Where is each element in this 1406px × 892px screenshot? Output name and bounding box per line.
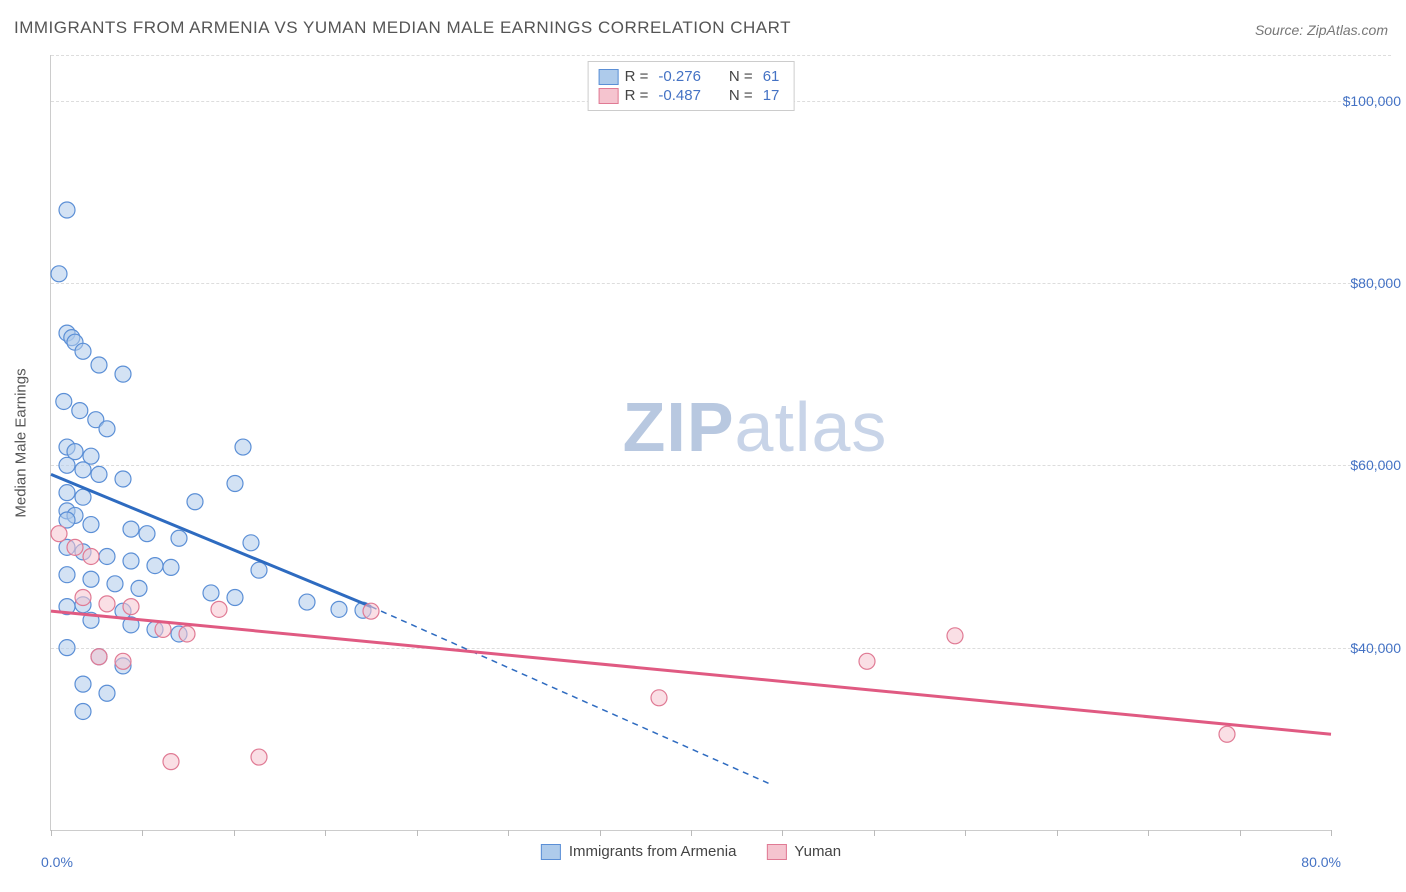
- data-point-armenia: [91, 466, 107, 482]
- legend-r-value-armenia: -0.276: [658, 68, 701, 85]
- plot-area: ZIPatlas Median Male Earnings $40,000$60…: [50, 55, 1331, 831]
- trend-line-yuman: [51, 611, 1331, 734]
- data-point-armenia: [235, 439, 251, 455]
- y-tick-label: $80,000: [1341, 275, 1401, 291]
- data-point-yuman: [91, 649, 107, 665]
- legend-label-yuman: Yuman: [794, 843, 841, 860]
- legend-swatch-armenia: [541, 844, 561, 860]
- data-point-yuman: [251, 749, 267, 765]
- data-point-armenia: [203, 585, 219, 601]
- data-point-armenia: [59, 640, 75, 656]
- legend-row-armenia: R = -0.276 N = 61: [599, 68, 784, 85]
- y-axis-label: Median Male Earnings: [13, 368, 30, 517]
- data-point-armenia: [59, 485, 75, 501]
- data-point-yuman: [947, 628, 963, 644]
- data-point-armenia: [251, 562, 267, 578]
- data-point-yuman: [363, 603, 379, 619]
- data-point-armenia: [83, 571, 99, 587]
- data-point-yuman: [163, 754, 179, 770]
- data-point-armenia: [163, 559, 179, 575]
- data-point-armenia: [75, 489, 91, 505]
- data-point-armenia: [56, 393, 72, 409]
- data-point-armenia: [107, 576, 123, 592]
- data-point-armenia: [99, 421, 115, 437]
- y-tick-label: $100,000: [1341, 93, 1401, 109]
- legend-n-label: N =: [729, 87, 753, 104]
- legend-n-value-armenia: 61: [763, 68, 780, 85]
- correlation-legend: R = -0.276 N = 61 R = -0.487 N = 17: [588, 61, 795, 111]
- data-point-armenia: [227, 590, 243, 606]
- x-axis-min-label: 0.0%: [41, 854, 73, 870]
- data-point-yuman: [99, 596, 115, 612]
- legend-swatch-armenia: [599, 69, 619, 85]
- legend-r-value-yuman: -0.487: [658, 87, 701, 104]
- data-point-armenia: [299, 594, 315, 610]
- data-point-yuman: [651, 690, 667, 706]
- data-point-armenia: [75, 462, 91, 478]
- data-point-armenia: [51, 266, 67, 282]
- data-point-armenia: [75, 676, 91, 692]
- data-point-armenia: [59, 457, 75, 473]
- legend-item-armenia: Immigrants from Armenia: [541, 843, 737, 860]
- data-point-armenia: [331, 601, 347, 617]
- data-point-armenia: [75, 343, 91, 359]
- legend-label-armenia: Immigrants from Armenia: [569, 843, 737, 860]
- source-attribution: Source: ZipAtlas.com: [1255, 22, 1388, 38]
- y-tick-label: $40,000: [1341, 640, 1401, 656]
- data-point-yuman: [123, 599, 139, 615]
- legend-item-yuman: Yuman: [766, 843, 841, 860]
- series-legend: Immigrants from Armenia Yuman: [541, 843, 841, 860]
- data-point-armenia: [91, 357, 107, 373]
- data-point-yuman: [1219, 726, 1235, 742]
- legend-swatch-yuman: [766, 844, 786, 860]
- data-point-armenia: [123, 553, 139, 569]
- legend-n-value-yuman: 17: [763, 87, 780, 104]
- data-point-armenia: [99, 548, 115, 564]
- chart-title: IMMIGRANTS FROM ARMENIA VS YUMAN MEDIAN …: [14, 18, 791, 38]
- data-point-yuman: [75, 590, 91, 606]
- data-point-yuman: [179, 626, 195, 642]
- chart-svg: [51, 55, 1331, 830]
- data-point-yuman: [211, 601, 227, 617]
- data-point-armenia: [139, 526, 155, 542]
- legend-swatch-yuman: [599, 88, 619, 104]
- data-point-armenia: [171, 530, 187, 546]
- data-point-armenia: [83, 517, 99, 533]
- data-point-yuman: [859, 653, 875, 669]
- legend-r-label: R =: [625, 87, 649, 104]
- y-tick-label: $60,000: [1341, 457, 1401, 473]
- data-point-yuman: [67, 539, 83, 555]
- data-point-yuman: [51, 526, 67, 542]
- data-point-yuman: [83, 548, 99, 564]
- data-point-armenia: [99, 685, 115, 701]
- data-point-armenia: [75, 703, 91, 719]
- data-point-armenia: [147, 558, 163, 574]
- data-point-armenia: [59, 567, 75, 583]
- data-point-armenia: [131, 580, 147, 596]
- legend-row-yuman: R = -0.487 N = 17: [599, 87, 784, 104]
- data-point-armenia: [227, 476, 243, 492]
- data-point-armenia: [243, 535, 259, 551]
- data-point-armenia: [59, 202, 75, 218]
- trend-line-dashed-armenia: [371, 607, 771, 785]
- data-point-armenia: [115, 471, 131, 487]
- data-point-armenia: [72, 403, 88, 419]
- data-point-armenia: [115, 366, 131, 382]
- data-point-armenia: [123, 521, 139, 537]
- legend-r-label: R =: [625, 68, 649, 85]
- data-point-armenia: [187, 494, 203, 510]
- data-point-yuman: [115, 653, 131, 669]
- x-axis-max-label: 80.0%: [1301, 854, 1341, 870]
- legend-n-label: N =: [729, 68, 753, 85]
